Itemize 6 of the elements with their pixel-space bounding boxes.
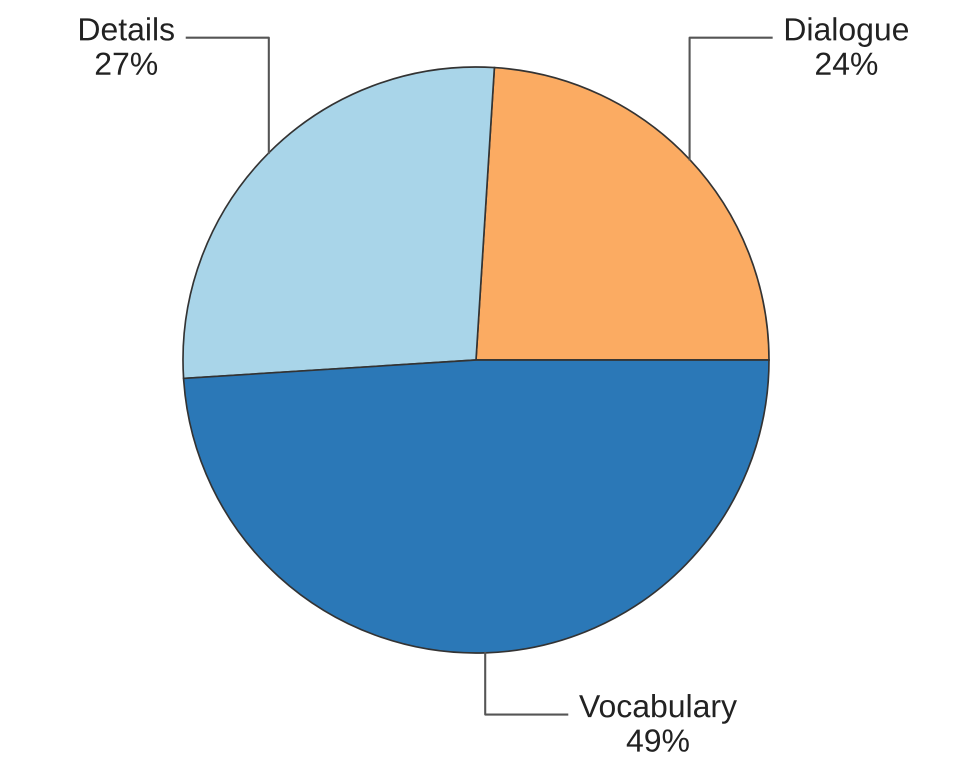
slice-label: Vocabulary (579, 694, 737, 724)
data-label: 27% (96, 52, 158, 75)
data-label: 24% (816, 52, 878, 75)
slice-label: Details (80, 17, 174, 41)
slice-label: Dialogue (786, 17, 908, 47)
data-label: 49% (626, 729, 689, 752)
